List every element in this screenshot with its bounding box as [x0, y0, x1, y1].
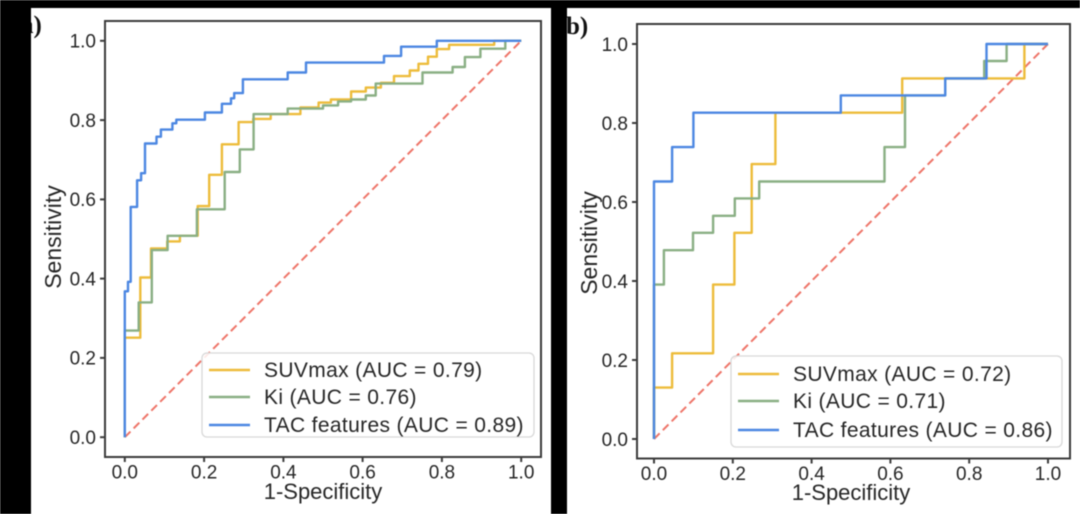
svg-text:Ki (AUC = 0.71): Ki (AUC = 0.71) [793, 390, 946, 413]
svg-text:TAC features (AUC = 0.86): TAC features (AUC = 0.86) [793, 419, 1053, 442]
svg-text:0.0: 0.0 [641, 464, 667, 485]
svg-text:0.8: 0.8 [956, 464, 982, 485]
svg-text:b): b) [566, 13, 588, 40]
svg-text:1.0: 1.0 [508, 463, 534, 484]
svg-text:SUVmax (AUC = 0.72): SUVmax (AUC = 0.72) [793, 363, 1011, 386]
svg-text:0.4: 0.4 [798, 464, 825, 485]
svg-text:0.6: 0.6 [877, 464, 903, 485]
svg-text:1.0: 1.0 [70, 32, 96, 53]
svg-text:0.4: 0.4 [602, 272, 629, 293]
svg-text:0.8: 0.8 [602, 114, 628, 135]
svg-text:0.6: 0.6 [602, 193, 628, 214]
svg-text:0.2: 0.2 [70, 349, 96, 370]
svg-text:1.0: 1.0 [602, 35, 628, 56]
svg-text:TAC features (AUC = 0.89): TAC features (AUC = 0.89) [264, 414, 524, 437]
svg-text:0.0: 0.0 [602, 430, 628, 451]
svg-text:1.0: 1.0 [1035, 464, 1061, 485]
svg-text:0.2: 0.2 [191, 463, 217, 484]
svg-text:0.6: 0.6 [70, 190, 96, 211]
svg-text:0.2: 0.2 [720, 464, 746, 485]
svg-text:0.8: 0.8 [429, 463, 455, 484]
svg-text:0.8: 0.8 [70, 111, 96, 132]
svg-text:0.0: 0.0 [70, 428, 96, 449]
svg-text:0.2: 0.2 [602, 351, 628, 372]
svg-text:SUVmax (AUC = 0.79): SUVmax (AUC = 0.79) [264, 359, 482, 382]
svg-text:0.0: 0.0 [112, 463, 138, 484]
svg-text:1-Specificity: 1-Specificity [264, 479, 383, 504]
svg-text:Ki (AUC = 0.76): Ki (AUC = 0.76) [264, 386, 417, 409]
svg-text:0.4: 0.4 [70, 269, 97, 290]
svg-text:Sensitivity: Sensitivity [40, 185, 66, 289]
svg-text:Sensitivity: Sensitivity [576, 191, 602, 295]
svg-text:0.6: 0.6 [349, 463, 375, 484]
svg-text:1-Specificity: 1-Specificity [792, 480, 911, 505]
svg-text:0.4: 0.4 [270, 463, 297, 484]
